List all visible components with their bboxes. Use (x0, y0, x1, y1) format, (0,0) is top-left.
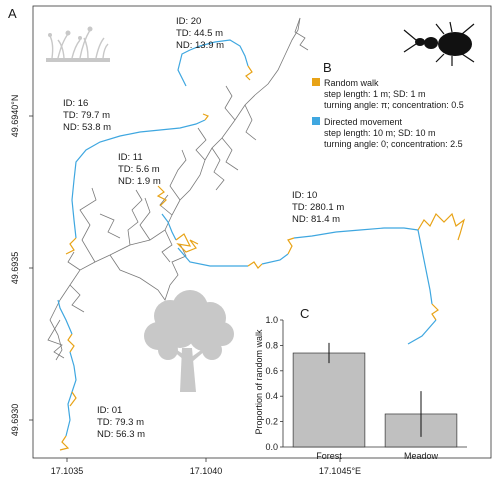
individual-label-id-16: ID: 16 TD: 79.7 m ND: 53.8 m (63, 98, 111, 133)
map-y-axis: 49.6930 49.6935 49.6940°N (10, 95, 33, 437)
panel-label-b: B (323, 60, 332, 75)
track-id-10 (177, 212, 466, 345)
bar-forest (292, 352, 366, 448)
legend-panel: B Random walk step length: 1 m; SD: 1 m … (312, 60, 464, 149)
y-tick-label: 1.0 (265, 315, 278, 325)
bars-layer: 0.0 0.2 0.4 0.6 0.8 1.0 Forest Meadow (265, 315, 467, 461)
individual-label-id-20: ID: 20 TD: 44.5 m ND: 13.9 m (176, 16, 224, 51)
legend-swatch-random-walk (312, 78, 320, 86)
label-td: TD: 280.1 m (292, 202, 344, 213)
legend-directed-title: Directed movement (324, 117, 403, 127)
track-id-16 (65, 113, 209, 255)
label-id: ID: 01 (97, 405, 122, 416)
map-frame (32, 5, 492, 459)
map-panel: A (8, 5, 492, 476)
legend-random-walk-line2: turning angle: π; concentration: 0.5 (324, 100, 464, 110)
beetle-silhouette-icon (403, 21, 475, 66)
legend-random-walk-line1: step length: 1 m; SD: 1 m (324, 89, 426, 99)
label-nd: ND: 53.8 m (63, 122, 111, 133)
x-tick-label: 17.1040 (190, 466, 223, 476)
label-id: ID: 16 (63, 98, 88, 109)
y-tick-label: 0.4 (265, 391, 278, 401)
individual-label-id-11: ID: 11 TD: 5.6 m ND: 1.9 m (118, 152, 161, 187)
grass-silhouette-icon (46, 26, 110, 62)
label-id: ID: 20 (176, 16, 201, 27)
panel-label-a: A (8, 6, 17, 21)
label-nd: ND: 1.9 m (118, 176, 161, 187)
legend-swatch-directed (312, 117, 320, 125)
label-td: TD: 79.3 m (97, 417, 144, 428)
individual-label-id-10: ID: 10 TD: 280.1 m ND: 81.4 m (292, 190, 344, 225)
track-id-20 (177, 39, 253, 87)
y-tick-label: 49.6935 (10, 252, 20, 285)
y-tick-label: 0.0 (265, 442, 278, 452)
label-td: TD: 79.7 m (63, 110, 110, 121)
x-tick-label: 17.1045°E (319, 466, 361, 476)
legend-directed-line1: step length: 10 m; SD: 10 m (324, 128, 436, 138)
panel-label-c: C (300, 306, 309, 321)
y-tick-label: 0.8 (265, 340, 278, 350)
map-x-axis: 17.1035 17.1040 17.1045°E (51, 458, 361, 476)
label-id: ID: 11 (118, 152, 143, 163)
label-nd: ND: 56.3 m (97, 429, 145, 440)
bar-chart-panel: C Proportion of random walk 0.0 0.2 0.4 0.6… (254, 306, 467, 461)
tree-silhouette-icon (144, 290, 234, 392)
label-nd: ND: 13.9 m (176, 40, 224, 51)
label-td: TD: 5.6 m (118, 164, 160, 175)
y-tick-label: 0.2 (265, 417, 278, 427)
x-tick-label: 17.1035 (51, 466, 84, 476)
y-tick-label: 0.6 (265, 366, 278, 376)
label-nd: ND: 81.4 m (292, 214, 340, 225)
y-axis-label: Proportion of random walk (254, 329, 264, 435)
legend-directed-line2: turning angle: 0; concentration: 2.5 (324, 139, 463, 149)
individual-label-id-01: ID: 01 TD: 79.3 m ND: 56.3 m (97, 405, 145, 440)
legend-random-walk-title: Random walk (324, 78, 379, 88)
track-id-11 (156, 185, 199, 253)
other-tracks (47, 17, 309, 361)
label-id: ID: 10 (292, 190, 317, 201)
label-td: TD: 44.5 m (176, 28, 223, 39)
x-tick-label: Meadow (404, 451, 439, 461)
y-tick-label: 49.6940°N (10, 95, 20, 138)
x-tick-label: Forest (316, 451, 342, 461)
y-tick-label: 49.6930 (10, 404, 20, 437)
track-id-01 (57, 299, 77, 451)
